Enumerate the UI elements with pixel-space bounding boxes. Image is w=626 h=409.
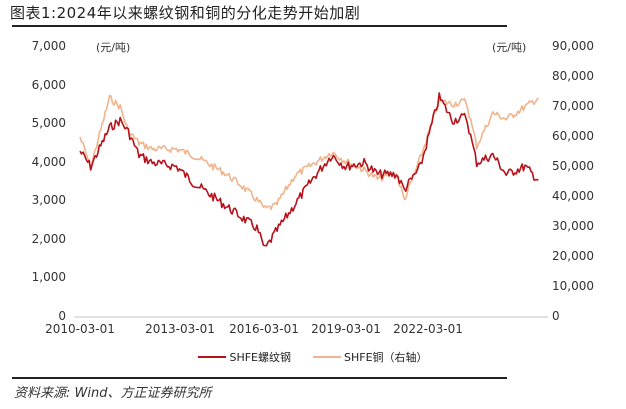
- left-axis-tick: 5,000: [31, 116, 66, 131]
- left-axis-tick: 6,000: [31, 77, 66, 92]
- left-axis-tick: 2,000: [31, 231, 66, 246]
- left-axis-tick: 7,000: [31, 39, 66, 53]
- left-axis-tick: 1,000: [31, 270, 66, 285]
- source-divider: [12, 377, 507, 379]
- right-axis-tick: 10,000: [552, 279, 594, 293]
- right-axis-unit: (元/吨): [492, 41, 527, 54]
- legend-swatch-rebar: [198, 356, 227, 358]
- left-axis-unit: (元/吨): [96, 41, 131, 54]
- left-axis-tick: 3,000: [31, 193, 66, 208]
- chart-title: 图表1:2024年以来螺纹钢和铜的分化走势开始加剧: [10, 4, 361, 22]
- right-axis-tick: 80,000: [552, 69, 594, 83]
- x-axis-tick: 2013-03-01: [145, 322, 215, 336]
- legend-swatch-copper: [313, 356, 341, 358]
- legend-label-copper: SHFE铜（右轴）: [344, 351, 428, 364]
- right-axis-tick: 0: [552, 309, 560, 323]
- right-axis-tick: 60,000: [552, 129, 594, 143]
- x-axis-tick: 2022-03-01: [393, 322, 463, 336]
- title-divider: [12, 25, 507, 27]
- right-axis-tick: 90,000: [552, 39, 594, 53]
- legend-label-rebar: SHFE螺纹钢: [229, 351, 291, 364]
- rebar-series-line: [79, 92, 539, 247]
- legend-item-rebar: SHFE螺纹钢: [198, 349, 291, 365]
- right-axis-tick: 40,000: [552, 189, 594, 203]
- left-axis-tick: 4,000: [31, 154, 66, 169]
- legend-item-copper: SHFE铜（右轴）: [313, 349, 428, 365]
- legend: SHFE螺纹钢 SHFE铜（右轴）: [0, 349, 626, 365]
- right-axis-tick: 30,000: [552, 219, 594, 233]
- copper-series-line: [79, 94, 540, 211]
- x-axis-tick: 2016-03-01: [229, 322, 299, 336]
- source-note: 资料来源: Wind、方正证券研究所: [14, 386, 212, 401]
- right-axis-tick: 70,000: [552, 99, 594, 113]
- left-axis-tick: 0: [58, 309, 66, 323]
- x-axis-tick: 2019-03-01: [311, 322, 381, 336]
- right-axis-tick: 20,000: [552, 249, 594, 263]
- right-axis-tick: 50,000: [552, 159, 594, 173]
- x-axis-tick: 2010-03-01: [45, 322, 115, 336]
